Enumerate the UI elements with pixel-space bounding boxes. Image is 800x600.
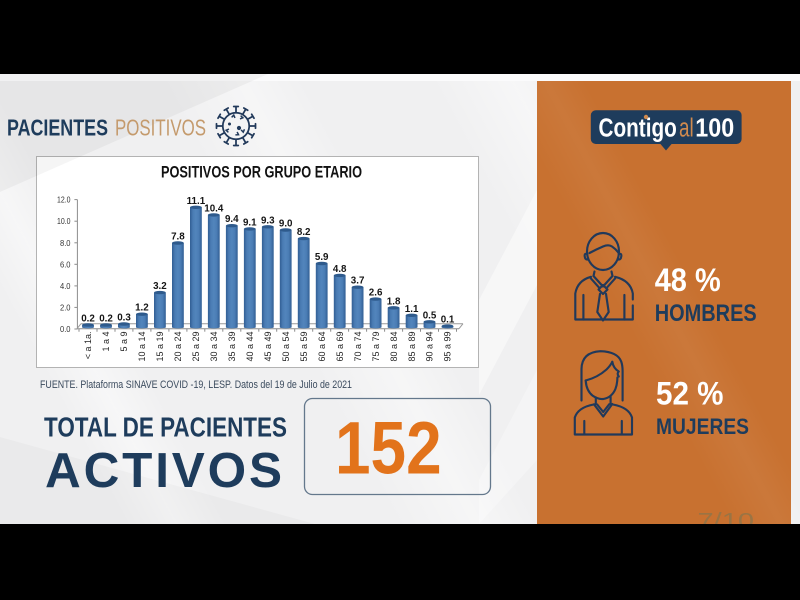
svg-text:10.0: 10.0 <box>57 217 71 226</box>
svg-text:POSITIVOS POR GRUPO ETARIO: POSITIVOS POR GRUPO ETARIO <box>161 163 362 182</box>
svg-text:11.1: 11.1 <box>187 196 206 207</box>
svg-text:100: 100 <box>695 115 734 143</box>
svg-text:12.0: 12.0 <box>57 196 71 205</box>
svg-text:9.3: 9.3 <box>261 215 275 226</box>
svg-text:50 a 54: 50 a 54 <box>281 332 291 362</box>
svg-text:3.7: 3.7 <box>351 276 365 287</box>
svg-text:40 a 44: 40 a 44 <box>245 332 255 362</box>
svg-text:POSITIVOS: POSITIVOS <box>115 115 206 141</box>
svg-text:TOTAL DE PACIENTES: TOTAL DE PACIENTES <box>44 412 287 443</box>
svg-text:65 a 69: 65 a 69 <box>335 332 345 362</box>
svg-text:Contigo: Contigo <box>599 115 677 143</box>
svg-text:0.3: 0.3 <box>117 313 131 324</box>
svg-text:25 a 29: 25 a 29 <box>191 332 201 362</box>
svg-text:5.9: 5.9 <box>315 252 329 263</box>
svg-text:48 %: 48 % <box>655 262 721 298</box>
svg-text:0.1: 0.1 <box>441 315 455 326</box>
svg-text:HOMBRES: HOMBRES <box>655 300 757 327</box>
svg-text:PACIENTES: PACIENTES <box>7 115 108 141</box>
svg-text:45 a 49: 45 a 49 <box>263 332 273 362</box>
svg-text:1.8: 1.8 <box>387 296 401 307</box>
svg-text:30 a 34: 30 a 34 <box>209 332 219 362</box>
svg-text:0.5: 0.5 <box>423 310 437 321</box>
svg-text:FUENTE. Plataforma SINAVE COVI: FUENTE. Plataforma SINAVE COVID -19, LES… <box>40 379 352 391</box>
svg-text:7.8: 7.8 <box>171 232 185 243</box>
svg-text:3.2: 3.2 <box>153 281 167 292</box>
svg-text:35 a 39: 35 a 39 <box>227 332 237 362</box>
svg-text:1 a 4: 1 a 4 <box>101 332 111 352</box>
svg-text:9.1: 9.1 <box>243 217 257 228</box>
svg-text:20 a 24: 20 a 24 <box>173 332 183 362</box>
svg-text:90 a 94: 90 a 94 <box>425 332 435 362</box>
svg-text:9.4: 9.4 <box>225 214 239 225</box>
svg-text:80 a 84: 80 a 84 <box>389 332 399 362</box>
svg-text:10 a 14: 10 a 14 <box>137 332 147 362</box>
svg-text:4.0: 4.0 <box>60 282 71 291</box>
svg-text:70 a 74: 70 a 74 <box>353 332 363 362</box>
svg-text:0.2: 0.2 <box>81 314 95 325</box>
svg-text:4.8: 4.8 <box>333 264 347 275</box>
svg-text:9.0: 9.0 <box>279 219 293 230</box>
svg-text:8.0: 8.0 <box>60 239 71 248</box>
svg-text:1.1: 1.1 <box>405 304 419 315</box>
svg-text:2.0: 2.0 <box>60 303 71 312</box>
svg-text:8.2: 8.2 <box>297 227 311 238</box>
svg-text:1.2: 1.2 <box>135 303 149 314</box>
svg-text:52 %: 52 % <box>656 376 724 412</box>
svg-text:85 a 89: 85 a 89 <box>407 332 417 362</box>
svg-text:< a 1a.: < a 1a. <box>83 332 93 360</box>
svg-text:6.0: 6.0 <box>60 260 71 269</box>
svg-text:95 a 99: 95 a 99 <box>443 332 453 362</box>
svg-text:55 a 59: 55 a 59 <box>299 332 309 362</box>
svg-text:10.4: 10.4 <box>204 203 224 214</box>
svg-text:0.0: 0.0 <box>60 325 71 334</box>
svg-text:MUJERES: MUJERES <box>656 414 749 439</box>
svg-text:60 a 64: 60 a 64 <box>317 332 327 362</box>
svg-text:75 a 79: 75 a 79 <box>371 332 381 362</box>
svg-text:2.6: 2.6 <box>369 288 383 299</box>
svg-text:5 a 9: 5 a 9 <box>119 332 129 352</box>
svg-text:15 a 19: 15 a 19 <box>155 332 165 362</box>
svg-text:152: 152 <box>335 407 442 490</box>
svg-text:0.2: 0.2 <box>99 314 113 325</box>
svg-text:al: al <box>679 115 694 143</box>
svg-text:ACTIVOS: ACTIVOS <box>45 443 282 498</box>
